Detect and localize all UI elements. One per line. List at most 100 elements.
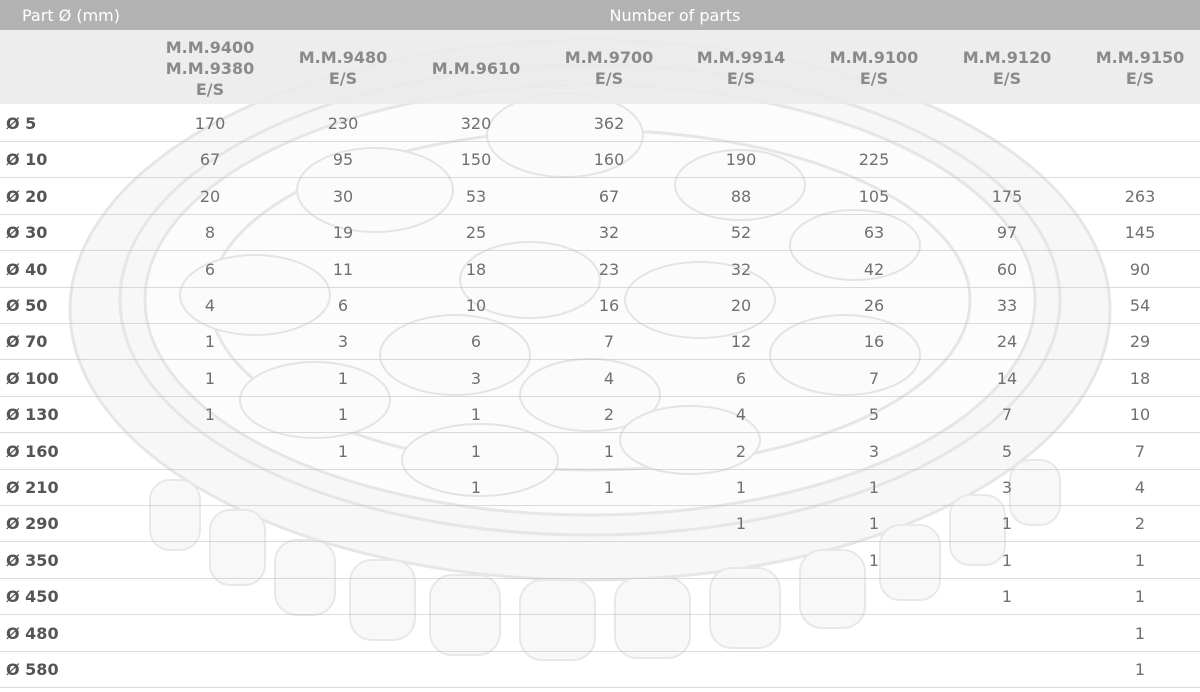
table-cell: 32 — [598, 223, 620, 243]
table-cell: 1 — [204, 368, 216, 388]
table-cell: 60 — [996, 259, 1018, 279]
table-cell: 52 — [730, 223, 752, 243]
table-row: Ø 10 67 95 150 160 190 225 — [0, 141, 1200, 179]
table-row: Ø 5 170 230 320 362 — [0, 105, 1200, 142]
table-row: Ø 160 1 1 1 2 3 5 7 — [0, 433, 1200, 470]
table-row: Ø 30 8 19 25 32 52 63 97 145 — [0, 214, 1200, 252]
table-cell: 26 — [863, 296, 885, 315]
table-cell: 2 — [603, 405, 615, 425]
row-label: Ø 30 — [6, 223, 48, 243]
column-header: M.M.9400 M.M.9380 E/S — [165, 37, 255, 99]
table-cell: 1 — [1134, 550, 1146, 570]
table-cell: 320 — [460, 114, 492, 133]
table-cell: 3 — [470, 368, 482, 388]
table-cell: 97 — [996, 223, 1018, 243]
table-cell: 6 — [470, 332, 482, 352]
table-cell: 1 — [735, 478, 747, 497]
part-diameter-header: Part Ø (mm) — [22, 6, 121, 25]
table-cell: 362 — [593, 114, 625, 133]
row-label: Ø 350 — [6, 550, 59, 570]
table-cell: 5 — [1001, 441, 1013, 461]
table-top-header: Part Ø (mm) Number of parts — [0, 0, 1200, 30]
table-cell: 95 — [332, 150, 354, 170]
table-cell: 7 — [1134, 441, 1146, 461]
table-row: Ø 130 1 1 1 2 4 5 7 10 — [0, 396, 1200, 434]
table-cell: 29 — [1129, 332, 1151, 352]
table-row: Ø 20 20 30 53 67 88 105 175 263 — [0, 178, 1200, 215]
column-header: M.M.9914 E/S — [696, 48, 786, 88]
table-row: Ø 350 1 1 1 — [0, 542, 1200, 579]
table-row: Ø 580 1 — [0, 651, 1200, 688]
table-cell: 1 — [1134, 623, 1146, 643]
table-cell: 150 — [460, 150, 492, 170]
table-cell: 6 — [337, 296, 349, 315]
table-cell: 67 — [199, 150, 221, 170]
table-cell: 3 — [1001, 478, 1013, 497]
table-cell: 20 — [730, 296, 752, 315]
table-row: Ø 290 1 1 1 2 — [0, 505, 1200, 543]
table-cell: 12 — [730, 332, 752, 352]
row-label: Ø 100 — [6, 368, 59, 388]
row-label: Ø 580 — [6, 660, 59, 679]
table-cell: 1 — [470, 441, 482, 461]
column-header: M.M.9480 E/S — [298, 48, 388, 88]
table-cell: 1 — [1001, 514, 1013, 534]
number-of-parts-header: Number of parts — [609, 6, 741, 25]
table-cell: 30 — [332, 186, 354, 206]
table-cell: 10 — [465, 296, 487, 315]
row-label: Ø 20 — [6, 186, 48, 206]
table-cell: 1 — [337, 368, 349, 388]
row-label: Ø 40 — [6, 259, 48, 279]
table-cell: 16 — [863, 332, 885, 352]
row-label: Ø 70 — [6, 332, 48, 352]
table-cell: 24 — [996, 332, 1018, 352]
table-cell: 18 — [465, 259, 487, 279]
row-label: Ø 50 — [6, 296, 48, 315]
table-cell: 1 — [470, 478, 482, 497]
table-cell: 7 — [1001, 405, 1013, 425]
table-cell: 1 — [204, 332, 216, 352]
table-cell: 54 — [1129, 296, 1151, 315]
table-cell: 4 — [735, 405, 747, 425]
table-cell: 2 — [735, 441, 747, 461]
table-row: Ø 50 4 6 10 16 20 26 33 54 — [0, 287, 1200, 324]
column-header: M.M.9150 E/S — [1095, 48, 1185, 88]
table-cell: 145 — [1124, 223, 1156, 243]
table-cell: 88 — [730, 186, 752, 206]
table-row: Ø 480 1 — [0, 615, 1200, 652]
table-cell: 1 — [603, 478, 615, 497]
table-cell: 33 — [996, 296, 1018, 315]
table-row: Ø 210 1 1 1 1 3 4 — [0, 469, 1200, 506]
table-cell: 1 — [868, 478, 880, 497]
table-cell: 1 — [1134, 587, 1146, 607]
table-cell: 6 — [204, 259, 216, 279]
table-cell: 1 — [1134, 660, 1146, 679]
column-header: M.M.9100 E/S — [829, 48, 919, 88]
table-cell: 225 — [858, 150, 890, 170]
table-cell: 1 — [1001, 587, 1013, 607]
table-cell: 1 — [868, 550, 880, 570]
table-cell: 1 — [337, 441, 349, 461]
table-cell: 4 — [204, 296, 216, 315]
table-cell: 67 — [598, 186, 620, 206]
table-cell: 32 — [730, 259, 752, 279]
table-cell: 1 — [868, 514, 880, 534]
table-cell: 7 — [868, 368, 880, 388]
row-label: Ø 210 — [6, 478, 59, 497]
table-cell: 1 — [204, 405, 216, 425]
table-row: Ø 100 1 1 3 4 6 7 14 18 — [0, 360, 1200, 397]
table-cell: 230 — [327, 114, 359, 133]
table-cell: 1 — [1001, 550, 1013, 570]
table-cell: 105 — [858, 186, 890, 206]
table-cell: 20 — [199, 186, 221, 206]
table-row: Ø 450 1 1 — [0, 578, 1200, 616]
row-label: Ø 450 — [6, 587, 59, 607]
table-cell: 1 — [470, 405, 482, 425]
row-label: Ø 5 — [6, 114, 37, 133]
table-cell: 11 — [332, 259, 354, 279]
table-cell: 53 — [465, 186, 487, 206]
table-cell: 23 — [598, 259, 620, 279]
table-cell: 1 — [735, 514, 747, 534]
